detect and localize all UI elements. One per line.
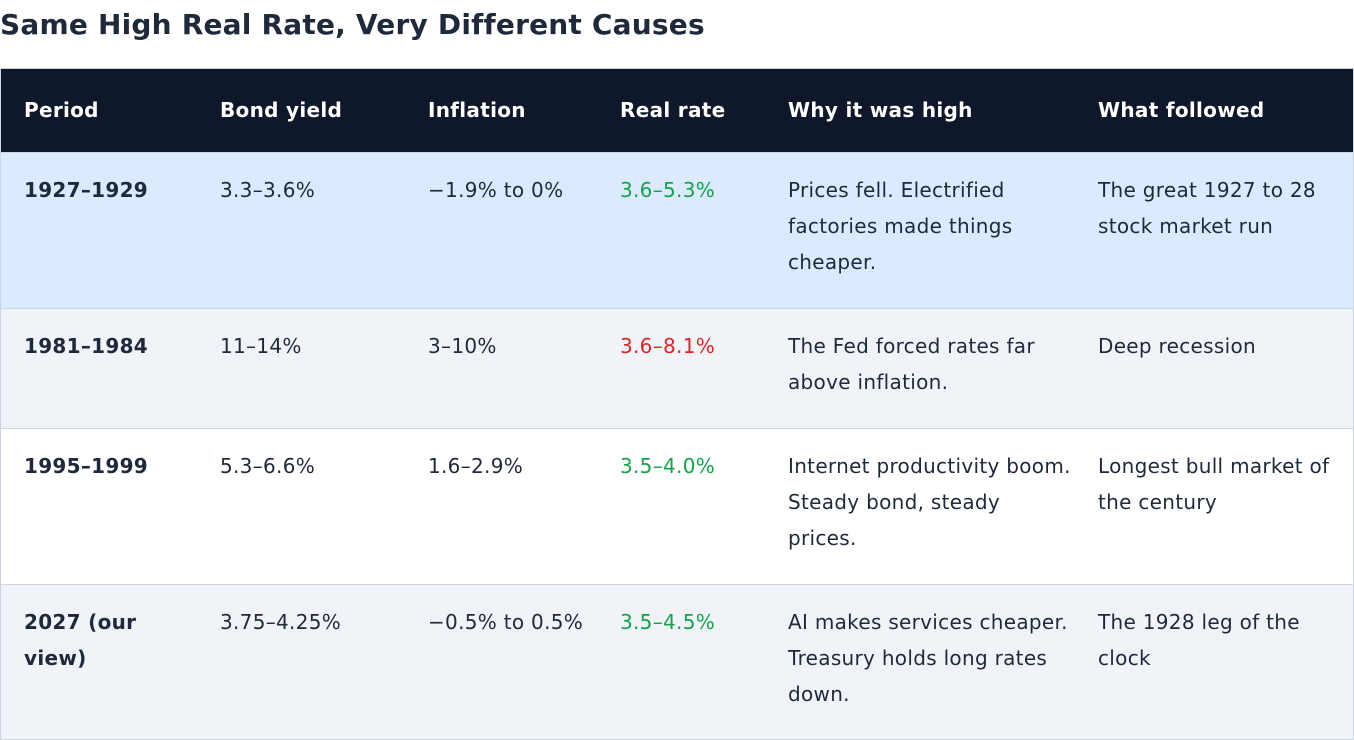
real-rate-cell: 3.6–5.3% (620, 177, 716, 202)
column-header-period: Period (24, 97, 99, 122)
inflation-cell: 1.6–2.9% (428, 453, 524, 478)
followed-cell: The 1928 leg of the clock (1098, 609, 1300, 670)
table-row: 2027 (our view) 3.75–4.25% −0.5% to 0.5%… (0, 584, 1354, 740)
table-header-row: Period Bond yield Inflation Real rate Wh… (0, 68, 1354, 152)
page-title: Same High Real Rate, Very Different Caus… (0, 8, 705, 41)
table-row: 1995–1999 5.3–6.6% 1.6–2.9% 3.5–4.0% Int… (0, 428, 1354, 584)
period-cell: 1981–1984 (24, 333, 149, 358)
inflation-cell: −1.9% to 0% (428, 177, 564, 202)
period-cell: 1995–1999 (24, 453, 149, 478)
bond-yield-cell: 11–14% (220, 333, 302, 358)
why-cell: AI makes services cheaper. Treasury hold… (788, 609, 1068, 706)
why-cell: Prices fell. Electrified factories made … (788, 177, 1013, 274)
real-rate-cell: 3.5–4.5% (620, 609, 716, 634)
followed-cell: Longest bull market of the century (1098, 453, 1330, 514)
period-cell: 1927–1929 (24, 177, 149, 202)
real-rate-cell: 3.6–8.1% (620, 333, 716, 358)
why-cell: The Fed forced rates far above inflation… (788, 333, 1035, 394)
column-header-what-followed: What followed (1098, 97, 1265, 122)
comparison-table: Period Bond yield Inflation Real rate Wh… (0, 68, 1354, 740)
bond-yield-cell: 3.75–4.25% (220, 609, 342, 634)
table-row: 1927–1929 3.3–3.6% −1.9% to 0% 3.6–5.3% … (0, 152, 1354, 308)
table-row: 1981–1984 11–14% 3–10% 3.6–8.1% The Fed … (0, 308, 1354, 428)
column-header-bond-yield: Bond yield (220, 97, 343, 122)
inflation-cell: 3–10% (428, 333, 497, 358)
bond-yield-cell: 5.3–6.6% (220, 453, 316, 478)
column-header-why-it-was-high: Why it was high (788, 97, 973, 122)
inflation-cell: −0.5% to 0.5% (428, 609, 584, 634)
followed-cell: Deep recession (1098, 333, 1256, 358)
column-header-inflation: Inflation (428, 97, 526, 122)
column-header-real-rate: Real rate (620, 97, 726, 122)
followed-cell: The great 1927 to 28 stock market run (1098, 177, 1316, 238)
real-rate-cell: 3.5–4.0% (620, 453, 716, 478)
period-cell: 2027 (our view) (24, 609, 137, 670)
why-cell: Internet productivity boom. Steady bond,… (788, 453, 1071, 550)
bond-yield-cell: 3.3–3.6% (220, 177, 316, 202)
